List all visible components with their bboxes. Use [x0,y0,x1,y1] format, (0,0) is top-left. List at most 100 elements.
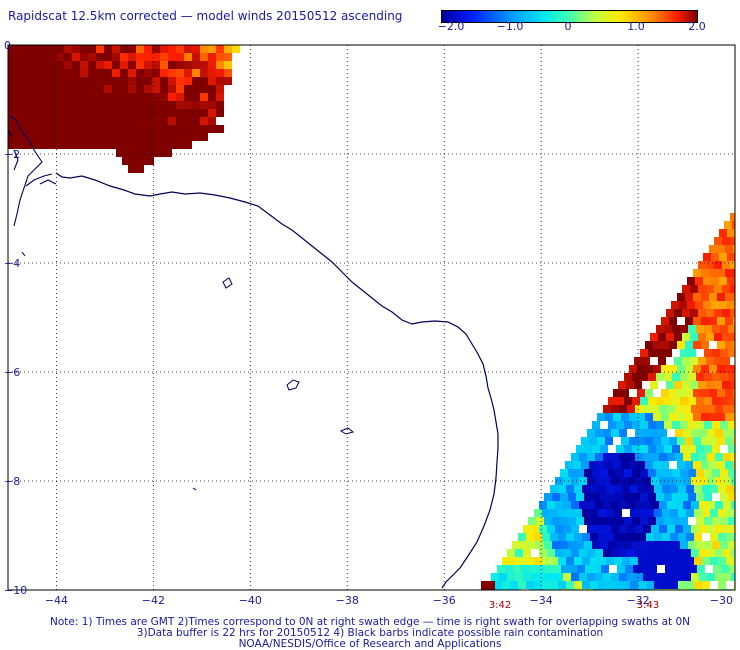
wind-difference-cell [156,149,164,157]
wind-difference-cell [542,581,550,589]
wind-difference-cell [619,477,627,485]
wind-difference-cell [664,325,672,333]
wind-difference-cell [200,93,208,101]
wind-difference-cell [24,53,32,61]
wind-difference-cell [720,325,728,333]
wind-difference-cell [555,501,563,509]
wind-difference-cell [718,509,726,517]
wind-difference-cell [24,93,32,101]
wind-difference-cell [528,517,536,525]
wind-difference-cell [152,117,160,125]
wind-difference-cell [632,541,640,549]
wind-difference-cell [112,125,120,133]
wind-difference-cell [144,109,152,117]
wind-difference-cell [88,109,96,117]
wind-difference-cell [691,525,699,533]
wind-difference-cell [608,397,616,405]
wind-difference-cell [701,341,709,349]
wind-difference-cell [576,541,584,549]
wind-difference-cell [725,341,733,349]
wind-difference-cell [216,85,224,93]
wind-difference-cell [630,509,638,517]
wind-difference-cell [720,469,728,477]
wind-difference-cell [64,53,72,61]
wind-difference-cell [648,445,656,453]
wind-difference-cell [611,549,619,557]
wind-difference-cell [80,45,88,53]
wind-difference-cell [733,293,735,301]
wind-difference-cell [96,101,104,109]
wind-difference-cell [120,109,128,117]
wind-difference-cell [124,149,132,157]
wind-difference-cell [706,309,714,317]
wind-difference-cell [704,541,712,549]
wind-difference-cell [632,493,640,501]
wind-difference-cell [80,101,88,109]
wind-difference-cell [597,413,605,421]
wind-difference-cell [88,117,96,125]
wind-difference-cell [706,381,714,389]
wind-difference-cell [72,141,80,149]
wind-difference-cell [643,573,651,581]
wind-difference-cell [661,413,669,421]
wind-difference-cell [32,77,40,85]
wind-difference-cell [544,517,552,525]
wind-difference-cell [208,101,216,109]
wind-difference-cell [673,565,681,573]
wind-difference-cell [552,493,560,501]
wind-difference-cell [192,125,200,133]
wind-difference-cell [723,525,731,533]
wind-difference-cell [571,549,579,557]
wind-difference-cell [659,429,667,437]
wind-difference-cell [691,453,699,461]
wind-difference-cell [152,69,160,77]
wind-difference-cell [168,53,176,61]
wind-difference-cell [728,373,735,381]
wind-difference-cell [16,101,24,109]
wind-difference-cell [646,533,654,541]
wind-difference-cell [669,437,677,445]
wind-difference-cell [728,325,735,333]
wind-difference-cell [592,469,600,477]
wind-difference-cell [64,125,72,133]
wind-difference-cell [176,45,184,53]
wind-difference-cell [152,101,160,109]
wind-difference-cell [637,437,645,445]
wind-difference-cell [200,117,208,125]
wind-difference-cell [709,437,717,445]
wind-difference-cell [706,261,714,269]
wind-difference-cell [645,341,653,349]
wind-difference-cell [544,493,552,501]
wind-difference-cell [507,549,515,557]
wind-difference-cell [574,485,582,493]
wind-difference-cell [224,61,232,69]
wind-difference-cell [64,61,72,69]
wind-difference-cell [558,509,566,517]
wind-difference-cell [701,437,709,445]
wind-difference-cell [64,109,72,117]
wind-difference-cell [699,477,707,485]
wind-difference-cell [629,365,637,373]
wind-difference-cell [701,269,709,277]
wind-difference-cell [680,541,688,549]
wind-difference-cell [723,501,731,509]
wind-difference-cell [725,437,733,445]
wind-difference-cell [120,133,128,141]
wind-difference-cell [112,133,120,141]
wind-difference-cell [8,93,16,101]
wind-difference-cell [168,77,176,85]
wind-difference-cell [160,141,168,149]
wind-difference-cell [550,533,558,541]
wind-difference-cell [571,501,579,509]
wind-difference-cell [704,445,712,453]
wind-difference-cell [664,445,672,453]
wind-difference-cell [688,325,696,333]
wind-difference-cell [128,69,136,77]
wind-difference-cell [662,533,670,541]
wind-difference-cell [48,101,56,109]
wind-difference-cell [717,365,725,373]
wind-difference-cell [664,397,672,405]
wind-difference-cell [568,469,576,477]
wind-difference-cell [56,133,64,141]
wind-difference-cell [40,69,48,77]
